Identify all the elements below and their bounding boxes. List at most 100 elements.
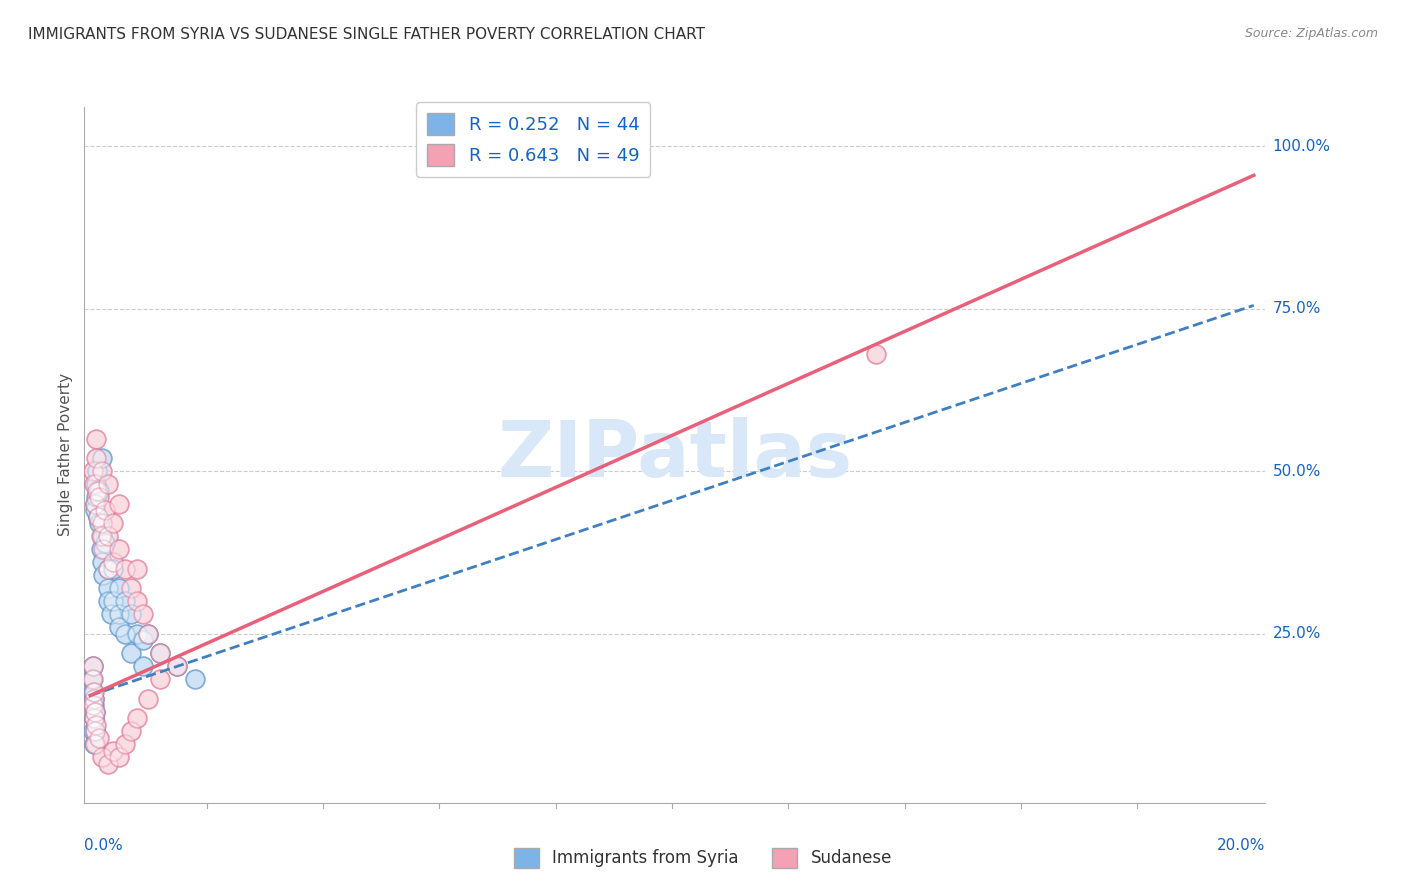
Point [125, 594, 148, 608]
Point [131, 659, 153, 673]
Point [90, 529, 112, 543]
Point [90, 529, 112, 543]
Point [103, 562, 125, 576]
Point [114, 562, 136, 576]
Point [87, 509, 110, 524]
Point [108, 542, 131, 557]
Point [865, 347, 887, 361]
Point [108, 497, 131, 511]
Point [138, 691, 160, 706]
Point [108, 581, 131, 595]
Point [86, 464, 108, 478]
Point [87, 509, 110, 524]
Point [86, 483, 108, 498]
Point [80, 672, 103, 686]
Point [90, 464, 112, 478]
Point [83, 497, 105, 511]
Point [87, 483, 110, 498]
Point [90, 750, 112, 764]
Point [83, 705, 105, 719]
Point [108, 581, 131, 595]
Point [83, 737, 105, 751]
Point [90, 464, 112, 478]
Point [83, 737, 105, 751]
Text: 0.0%: 0.0% [84, 838, 124, 854]
Text: 25.0%: 25.0% [1272, 626, 1320, 641]
Point [103, 555, 125, 569]
Point [97, 594, 120, 608]
Point [103, 744, 125, 758]
Point [84, 718, 107, 732]
Point [125, 562, 148, 576]
Point [90, 529, 112, 543]
Point [87, 490, 110, 504]
Point [184, 672, 207, 686]
Point [87, 516, 110, 531]
Point [125, 711, 148, 725]
Point [83, 497, 105, 511]
Point [84, 737, 107, 751]
Y-axis label: Single Father Poverty: Single Father Poverty [58, 374, 73, 536]
Point [93, 503, 115, 517]
Point [83, 497, 105, 511]
Point [83, 691, 105, 706]
Point [83, 711, 105, 725]
Point [83, 705, 105, 719]
Point [87, 731, 110, 745]
Point [97, 562, 120, 576]
Point [114, 626, 136, 640]
Point [90, 516, 112, 531]
Point [84, 503, 107, 517]
Point [87, 490, 110, 504]
Point [120, 646, 142, 660]
Point [131, 633, 153, 648]
Point [90, 750, 112, 764]
Point [125, 626, 148, 640]
Point [131, 607, 153, 622]
Point [82, 659, 104, 673]
Point [108, 620, 131, 634]
Point [83, 497, 105, 511]
Point [100, 607, 122, 622]
Point [83, 685, 105, 699]
Point [83, 705, 105, 719]
Point [103, 594, 125, 608]
Point [125, 711, 148, 725]
Point [86, 464, 108, 478]
Point [84, 503, 107, 517]
Point [100, 607, 122, 622]
Point [82, 672, 104, 686]
Point [82, 685, 104, 699]
Point [80, 672, 103, 686]
Point [83, 685, 105, 699]
Point [82, 659, 104, 673]
Point [83, 711, 105, 725]
Point [97, 594, 120, 608]
Text: 50.0%: 50.0% [1272, 464, 1320, 479]
Point [91, 568, 114, 582]
Point [120, 724, 142, 739]
Text: ZIPatlas: ZIPatlas [498, 417, 852, 493]
Point [83, 724, 105, 739]
Point [91, 542, 114, 557]
Point [97, 562, 120, 576]
Point [131, 659, 153, 673]
Point [97, 756, 120, 771]
Point [103, 744, 125, 758]
Point [83, 691, 105, 706]
Point [83, 724, 105, 739]
Point [125, 594, 148, 608]
Point [83, 724, 105, 739]
Point [82, 698, 104, 713]
Point [86, 483, 108, 498]
Point [97, 477, 120, 491]
Point [149, 672, 172, 686]
Text: 100.0%: 100.0% [1272, 138, 1330, 153]
Point [97, 477, 120, 491]
Text: IMMIGRANTS FROM SYRIA VS SUDANESE SINGLE FATHER POVERTY CORRELATION CHART: IMMIGRANTS FROM SYRIA VS SUDANESE SINGLE… [28, 27, 706, 42]
Point [865, 347, 887, 361]
Point [90, 555, 112, 569]
Point [138, 626, 160, 640]
Point [166, 659, 188, 673]
Point [103, 555, 125, 569]
